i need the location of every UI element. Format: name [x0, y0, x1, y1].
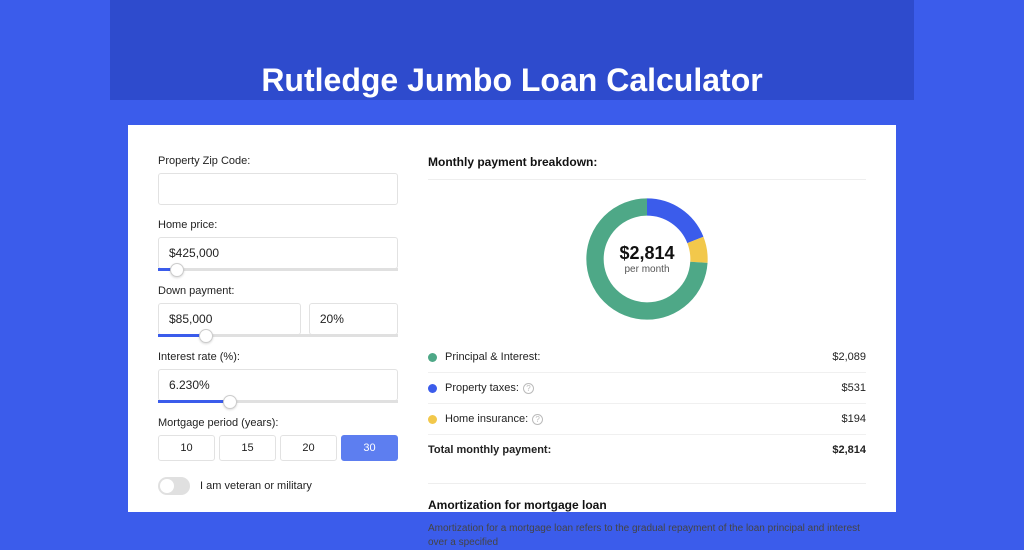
info-icon[interactable]: ? — [532, 414, 543, 425]
total-label: Total monthly payment: — [428, 444, 832, 456]
donut-center: $2,814 per month — [582, 194, 712, 324]
legend-row-0: Principal & Interest:$2,089 — [428, 342, 866, 373]
legend-row-2: Home insurance:?$194 — [428, 404, 866, 435]
veteran-toggle[interactable] — [158, 477, 190, 495]
zip-input[interactable] — [158, 173, 398, 205]
amortization-title: Amortization for mortgage loan — [428, 483, 866, 522]
interest-rate-slider[interactable] — [158, 400, 398, 403]
down-payment-amount-input[interactable] — [158, 303, 301, 335]
mortgage-period-option-20[interactable]: 20 — [280, 435, 337, 461]
amortization-text: Amortization for a mortgage loan refers … — [428, 522, 866, 550]
legend-label: Principal & Interest: — [445, 351, 832, 363]
slider-fill — [158, 400, 230, 403]
calculator-card: Property Zip Code: Home price: Down paym… — [128, 125, 896, 512]
donut-sub: per month — [624, 264, 669, 275]
home-price-group: Home price: — [158, 219, 398, 271]
down-payment-label: Down payment: — [158, 285, 398, 297]
mortgage-period-label: Mortgage period (years): — [158, 417, 398, 429]
interest-rate-label: Interest rate (%): — [158, 351, 398, 363]
legend: Principal & Interest:$2,089Property taxe… — [428, 342, 866, 465]
breakdown-column: Monthly payment breakdown: $2,814 per mo… — [428, 155, 866, 512]
mortgage-period-group: Mortgage period (years): 10152030 — [158, 417, 398, 461]
slider-thumb[interactable] — [199, 329, 213, 343]
mortgage-period-options: 10152030 — [158, 435, 398, 461]
interest-rate-group: Interest rate (%): — [158, 351, 398, 403]
down-payment-group: Down payment: — [158, 285, 398, 337]
legend-value: $2,089 — [832, 351, 866, 363]
legend-value: $531 — [842, 382, 866, 394]
veteran-label: I am veteran or military — [200, 480, 312, 492]
zip-label: Property Zip Code: — [158, 155, 398, 167]
interest-rate-input[interactable] — [158, 369, 398, 401]
legend-value: $194 — [842, 413, 866, 425]
mortgage-period-option-30[interactable]: 30 — [341, 435, 398, 461]
home-price-input[interactable] — [158, 237, 398, 269]
breakdown-title: Monthly payment breakdown: — [428, 155, 866, 180]
slider-thumb[interactable] — [223, 395, 237, 409]
legend-row-total: Total monthly payment:$2,814 — [428, 435, 866, 465]
legend-dot — [428, 384, 437, 393]
page-title: Rutledge Jumbo Loan Calculator — [0, 62, 1024, 99]
donut-amount: $2,814 — [619, 243, 674, 264]
down-payment-slider[interactable] — [158, 334, 398, 337]
total-value: $2,814 — [832, 444, 866, 456]
legend-dot — [428, 353, 437, 362]
home-price-slider[interactable] — [158, 268, 398, 271]
toggle-knob — [160, 479, 174, 493]
donut-chart-wrap: $2,814 per month — [428, 194, 866, 324]
down-payment-percent-input[interactable] — [309, 303, 398, 335]
donut-chart: $2,814 per month — [582, 194, 712, 324]
legend-label: Property taxes:? — [445, 382, 842, 394]
home-price-label: Home price: — [158, 219, 398, 231]
mortgage-period-option-10[interactable]: 10 — [158, 435, 215, 461]
zip-field-group: Property Zip Code: — [158, 155, 398, 205]
legend-row-1: Property taxes:?$531 — [428, 373, 866, 404]
legend-dot — [428, 415, 437, 424]
mortgage-period-option-15[interactable]: 15 — [219, 435, 276, 461]
legend-label: Home insurance:? — [445, 413, 842, 425]
form-column: Property Zip Code: Home price: Down paym… — [158, 155, 398, 512]
info-icon[interactable]: ? — [523, 383, 534, 394]
slider-thumb[interactable] — [170, 263, 184, 277]
veteran-toggle-row: I am veteran or military — [158, 477, 398, 495]
